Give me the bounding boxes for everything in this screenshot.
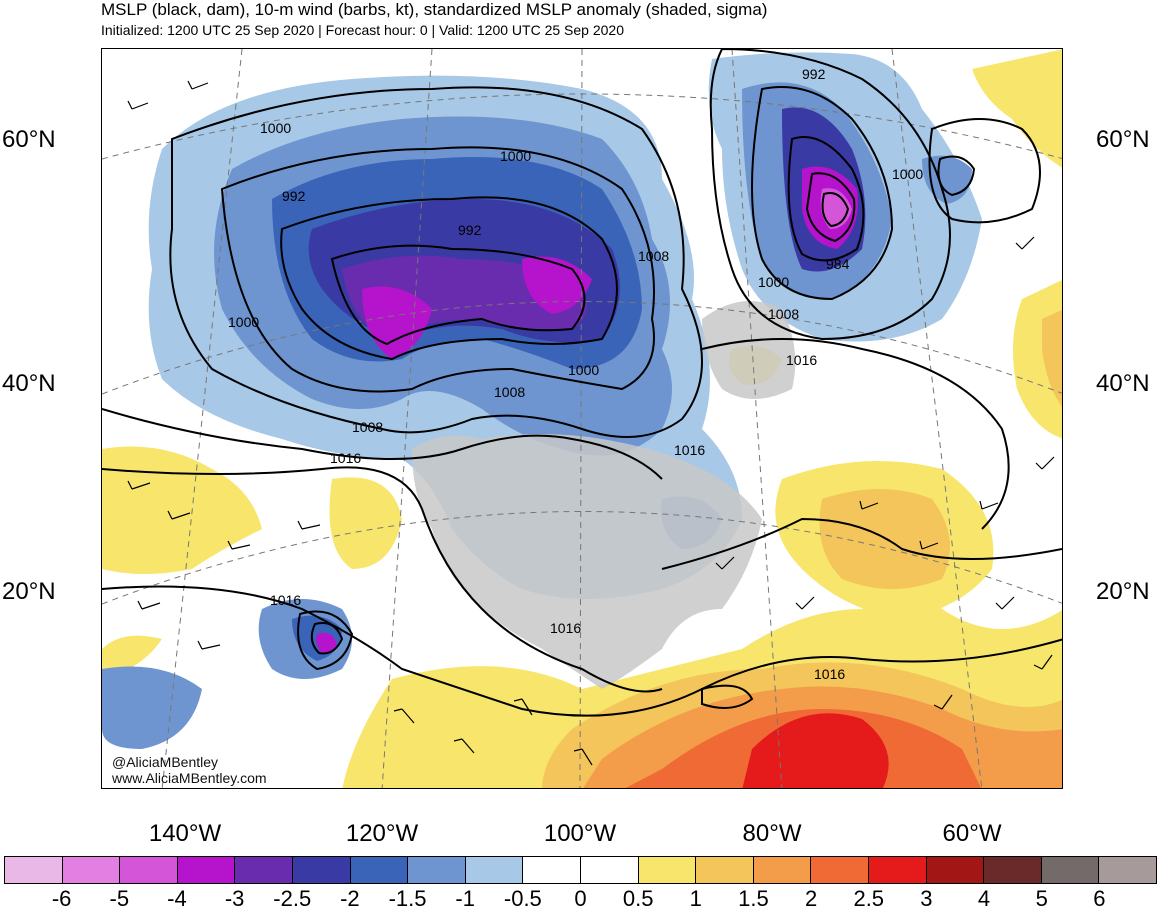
colorbar-swatch	[62, 857, 121, 883]
lon-label-140w: 140°W	[148, 820, 222, 847]
graticule	[102, 49, 1062, 788]
colorbar-tick-label: 0	[574, 886, 587, 911]
map-canvas: 1000 992 1000 992 1000 1008 1016 1008 10…	[102, 49, 1062, 788]
land-mass	[412, 301, 796, 689]
contour-label-group: 1000 992 1000 992 1000 1008 1016 1008 10…	[228, 66, 923, 682]
contour-label: 1008	[352, 419, 383, 435]
colorbar-tick-label: -5	[109, 886, 130, 911]
lon-label-60w: 60°W	[942, 820, 1002, 847]
colorbar-swatch	[753, 857, 812, 883]
credit-website: www.AliciaMBentley.com	[112, 770, 267, 786]
colorbar-tick-label: -0.5	[503, 886, 542, 911]
colorbar-swatch	[350, 857, 409, 883]
colorbar-swatch	[120, 857, 178, 883]
lat-label-60n-right: 60°N	[1096, 126, 1150, 153]
colorbar-tick-label: 0.5	[622, 886, 654, 911]
colorbar-tick-label: 1	[689, 886, 702, 911]
wind-barbs	[127, 80, 1055, 766]
contour-label: 1016	[814, 666, 845, 682]
lon-label-120w: 120°W	[345, 820, 419, 847]
contour-label: 992	[282, 188, 306, 204]
colorbar-swatch	[408, 857, 466, 883]
contour-label: 992	[802, 66, 826, 82]
colorbar-swatch	[5, 857, 63, 883]
contour-label: 1016	[330, 450, 361, 466]
contour-label: 1008	[638, 248, 669, 264]
colorbar-tick-label: -1	[455, 886, 475, 911]
colorbar-tick-label: 3	[920, 886, 933, 911]
colorbar-swatch	[926, 857, 985, 883]
lat-label-60n-left: 60°N	[2, 126, 56, 153]
colorbar-tick-label: 4	[977, 886, 991, 911]
colorbar-swatch	[292, 857, 351, 883]
map-panel: 1000 992 1000 992 1000 1008 1016 1008 10…	[101, 48, 1063, 789]
colorbar-swatch	[235, 857, 293, 883]
colorbar-swatch	[465, 857, 524, 883]
contour-label: 1000	[260, 120, 291, 136]
positive-anomaly-shading	[102, 49, 1062, 788]
map-title: MSLP (black, dam), 10-m wind (barbs, kt)…	[101, 0, 768, 19]
contour-label: 1016	[270, 592, 301, 608]
colorbar-swatch	[868, 857, 927, 883]
mslp-contours	[102, 49, 1062, 717]
contour-label: 1000	[228, 314, 259, 330]
contour-label: 1016	[786, 352, 817, 368]
colorbar-swatch	[638, 857, 697, 883]
colorbar-swatch	[696, 857, 754, 883]
colorbar-tick-label: -6	[51, 886, 72, 911]
colorbar-swatch	[177, 857, 236, 883]
colorbar-tick-label: -2	[340, 886, 360, 911]
colorbar-tick-label: -2.5	[273, 886, 312, 911]
colorbar-swatch	[1041, 857, 1100, 883]
colorbar-tick-label: 1.5	[738, 886, 769, 911]
colorbar-tick-label: 2.5	[853, 886, 885, 911]
colorbar-tick-label: 5	[1035, 886, 1048, 911]
colorbar-tick-label: -3	[224, 886, 245, 911]
contour-label: 1000	[758, 274, 789, 290]
colorbar	[4, 856, 1157, 884]
credit-handle: @AliciaMBentley	[112, 754, 219, 770]
map-subtitle: Initialized: 1200 UTC 25 Sep 2020 | Fore…	[101, 22, 624, 38]
lon-label-100w: 100°W	[543, 820, 617, 847]
lon-label-80w: 80°W	[742, 820, 802, 847]
lat-label-20n-left: 20°N	[2, 578, 56, 605]
lat-label-20n-right: 20°N	[1096, 578, 1150, 605]
contour-label: 1008	[768, 306, 799, 322]
lat-label-40n-right: 40°N	[1096, 370, 1150, 397]
colorbar-tick-label: 6	[1093, 886, 1106, 911]
contour-label: 1000	[568, 362, 599, 378]
colorbar-tick-label: -4	[167, 886, 187, 911]
colorbar-swatch	[1099, 857, 1156, 883]
contour-label: 1000	[500, 148, 531, 164]
contour-label: 1016	[674, 442, 705, 458]
colorbar-tick-label: -1.5	[388, 886, 427, 911]
contour-label: 1008	[494, 384, 525, 400]
colorbar-swatch	[523, 857, 581, 883]
colorbar-tick-label: 2	[804, 886, 818, 911]
contour-label: 992	[458, 222, 482, 238]
colorbar-swatch	[580, 857, 639, 883]
colorbar-swatch	[984, 857, 1042, 883]
contour-label: 984	[826, 256, 850, 272]
colorbar-swatch	[811, 857, 869, 883]
contour-label: 1000	[892, 166, 923, 182]
lat-label-40n-left: 40°N	[2, 370, 56, 397]
contour-label: 1016	[550, 620, 581, 636]
